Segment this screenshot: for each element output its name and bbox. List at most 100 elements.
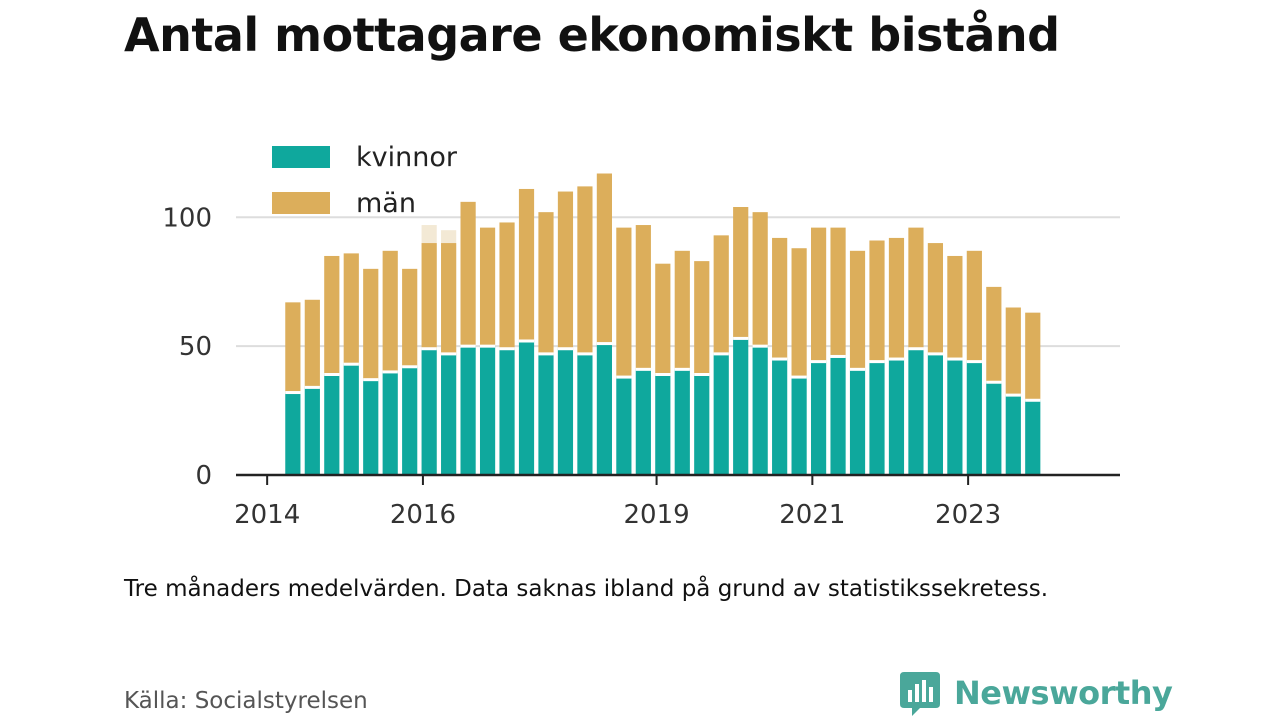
chart: 0 50 100 2014 2016 2019 2021 2023 kvinnor män	[162, 142, 1120, 530]
bar-kvinnor	[304, 387, 320, 475]
bar-kvinnor	[791, 377, 807, 475]
bar-man	[1005, 307, 1021, 396]
bar-kvinnor	[557, 348, 574, 475]
y-tick-label: 50	[179, 332, 212, 362]
bar-kvinnor	[713, 353, 729, 475]
bar-kvinnor	[869, 361, 885, 475]
bar-kvinnor	[927, 353, 944, 475]
bar-kvinnor	[363, 379, 379, 475]
bar-kvinnor	[285, 392, 301, 475]
bar-kvinnor	[986, 382, 1002, 475]
bar-man	[927, 243, 944, 354]
bar-man	[830, 227, 846, 357]
x-tick-label: 2019	[623, 500, 689, 530]
chart-title: Antal mottagare ekonomiskt bistånd	[124, 8, 1060, 62]
bar-man	[869, 240, 885, 362]
legend-swatch-kvinnor	[272, 146, 330, 168]
bar-kvinnor	[655, 374, 671, 475]
bar-kvinnor	[441, 353, 457, 475]
x-tick-label: 2016	[390, 500, 456, 530]
bar-kvinnor	[674, 369, 690, 475]
bar-man	[343, 253, 359, 365]
bar-man	[499, 222, 515, 349]
bar-kvinnor	[772, 359, 788, 475]
bar-man	[888, 237, 905, 360]
x-tick-label: 2021	[779, 500, 845, 530]
bar-man	[518, 188, 535, 341]
bar-man	[538, 212, 554, 354]
bar-man	[460, 201, 476, 347]
bar-man	[421, 243, 437, 349]
bar-kvinnor	[402, 366, 418, 475]
bar-man	[402, 268, 418, 367]
bar-man	[557, 191, 574, 349]
bar-man	[324, 255, 340, 375]
bar-man	[382, 250, 398, 372]
bar-man	[772, 237, 788, 360]
bar-man	[849, 250, 866, 370]
bar-kvinnor	[421, 348, 437, 475]
bar-man	[752, 212, 768, 347]
bar-kvinnor	[635, 369, 651, 475]
bar-man	[635, 225, 651, 370]
bar-kvinnor	[343, 364, 359, 475]
bar-kvinnor	[966, 361, 982, 475]
legend: kvinnor män	[272, 142, 458, 219]
bar-kvinnor	[538, 353, 554, 475]
bar-kvinnor	[596, 343, 612, 475]
bar-man	[577, 186, 593, 354]
x-axis: 2014 2016 2019 2021 2023	[234, 473, 1120, 530]
source-credit: Källa: Socialstyrelsen	[124, 688, 368, 714]
legend-swatch-man	[272, 192, 330, 214]
bar-kvinnor	[324, 374, 340, 475]
bar-kvinnor	[479, 346, 496, 475]
bar-man	[285, 302, 301, 393]
bar-man	[1025, 312, 1041, 401]
y-tick-label: 0	[195, 461, 212, 491]
legend-label: män	[356, 188, 416, 219]
bar-kvinnor	[577, 353, 593, 475]
bar-man	[674, 250, 690, 370]
bar-kvinnor	[849, 369, 866, 475]
x-tick-label: 2023	[935, 500, 1001, 530]
bar-man	[810, 227, 827, 362]
x-tick-label: 2014	[234, 500, 300, 530]
bar-kvinnor	[382, 371, 398, 475]
bar-kvinnor	[518, 341, 535, 475]
bar-kvinnor	[1025, 400, 1041, 475]
legend-label: kvinnor	[356, 142, 458, 173]
bar-man	[733, 207, 749, 339]
bar-man	[616, 227, 632, 378]
bar-man	[479, 227, 496, 347]
chart-note: Tre månaders medelvärden. Data saknas ib…	[124, 576, 1049, 602]
bar-kvinnor	[499, 348, 515, 475]
bar-man	[713, 235, 729, 354]
bar-man	[986, 286, 1002, 383]
brand-name: Newsworthy	[954, 674, 1173, 712]
bar-man	[966, 250, 982, 362]
bar-man	[304, 299, 320, 388]
bar-man	[908, 227, 924, 349]
bar-kvinnor	[616, 377, 632, 475]
bar-man	[694, 261, 710, 375]
bar-kvinnor	[752, 346, 768, 475]
bar-kvinnor	[733, 338, 749, 475]
bar-kvinnor	[830, 356, 846, 475]
bar-kvinnor	[1005, 395, 1021, 475]
bar-kvinnor	[694, 374, 710, 475]
bar-man	[947, 255, 963, 360]
bar-man	[791, 248, 807, 378]
bar-kvinnor	[908, 348, 924, 475]
bar-man	[596, 173, 612, 344]
bar-man	[441, 243, 457, 354]
y-axis: 0 50 100	[162, 203, 212, 491]
newsworthy-logo-icon	[900, 672, 940, 716]
bar-kvinnor	[810, 361, 827, 475]
bar-man	[363, 268, 379, 380]
bar-kvinnor	[460, 346, 476, 475]
y-tick-label: 100	[162, 203, 212, 233]
bar-kvinnor	[947, 359, 963, 475]
brand: Newsworthy	[900, 670, 1173, 716]
bar-man	[655, 263, 671, 375]
bars	[285, 173, 1041, 475]
